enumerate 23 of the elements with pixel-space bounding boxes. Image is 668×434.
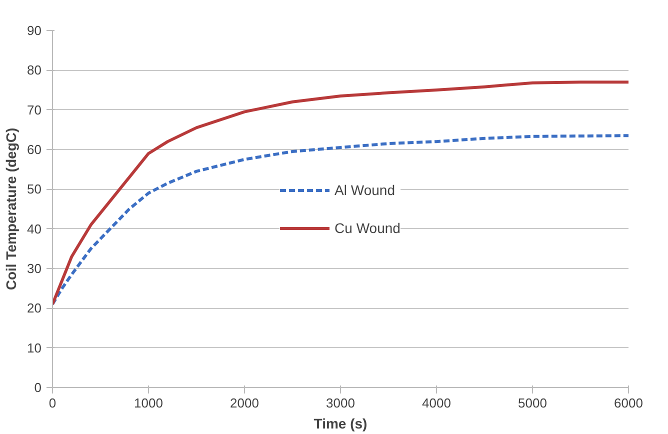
- y-tick-label: 60: [27, 142, 42, 157]
- x-tick-label: 3000: [326, 396, 355, 410]
- y-tick-label: 70: [27, 102, 42, 118]
- x-axis-title: Time (s): [314, 416, 368, 432]
- line-series: [52, 80, 628, 306]
- y-tick-label: 90: [27, 23, 42, 38]
- y-tick-label: 40: [27, 221, 42, 236]
- line-series: [52, 134, 628, 306]
- x-tick-label: 1000: [134, 396, 163, 410]
- y-tick-label: 30: [27, 261, 42, 276]
- x-tick-label: 4000: [422, 396, 451, 410]
- y-tick-label: 0: [34, 380, 42, 395]
- y-tick-label: 50: [27, 182, 42, 197]
- x-tick-label: 2000: [230, 396, 259, 410]
- y-tick-label: 10: [27, 340, 42, 356]
- legend-label: Cu Wound: [334, 220, 400, 236]
- x-tick-label: 0: [48, 396, 56, 410]
- legend-label: Al Wound: [334, 182, 395, 198]
- y-tick-label: 80: [27, 62, 42, 78]
- x-tick-label: 6000: [614, 396, 643, 410]
- y-tick-label: 20: [27, 300, 42, 316]
- y-axis-title: Coil Temperature (degC): [3, 128, 20, 290]
- x-tick-label: 5000: [518, 396, 547, 410]
